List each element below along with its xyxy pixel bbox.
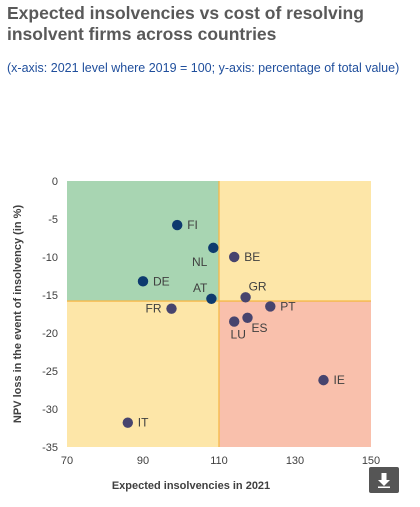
data-point-be [229, 251, 240, 263]
data-label-es: ES [252, 321, 268, 335]
y-tick-label: -35 [42, 442, 58, 454]
data-point-gr [240, 292, 251, 303]
y-axis-label: NPV loss in the event of insolvency (in … [12, 205, 24, 424]
y-tick-label: -20 [42, 328, 58, 340]
data-label-fr: FR [146, 302, 162, 316]
y-tick-label: -10 [42, 252, 58, 264]
data-point-es [242, 312, 253, 323]
data-point-lu [229, 316, 240, 327]
x-tick-label: 70 [61, 455, 73, 467]
data-label-lu: LU [231, 328, 246, 342]
data-label-pt: PT [280, 299, 296, 313]
chart-subtitle: (x-axis: 2021 level where 2019 = 100; y-… [7, 61, 400, 75]
data-label-it: IT [138, 416, 149, 430]
data-label-ie: IE [334, 373, 345, 387]
data-label-gr: GR [249, 279, 267, 293]
download-icon [378, 473, 390, 488]
y-tick-label: -15 [42, 290, 58, 302]
data-point-nl [208, 242, 219, 254]
download-button[interactable] [369, 467, 399, 493]
data-point-at [206, 293, 217, 304]
y-tick-label: -25 [42, 366, 58, 378]
data-label-at: AT [193, 281, 208, 295]
data-point-pt [265, 301, 276, 312]
data-point-fr [166, 303, 177, 314]
quadrant-4 [219, 301, 371, 447]
y-tick-label: -5 [48, 214, 58, 226]
x-tick-label: 150 [362, 455, 380, 467]
quadrant-2 [219, 181, 371, 302]
x-tick-label: 90 [137, 455, 149, 467]
x-tick-label: 130 [286, 455, 304, 467]
data-point-de [137, 276, 149, 287]
data-point-fi [172, 219, 183, 231]
data-label-be: BE [244, 250, 260, 264]
data-label-de: DE [153, 274, 170, 288]
y-tick-label: -30 [42, 404, 58, 416]
data-label-fi: FI [187, 218, 198, 232]
data-point-ie [318, 374, 329, 386]
data-label-nl: NL [192, 255, 208, 269]
data-point-it [122, 417, 133, 428]
y-tick-label: 0 [52, 176, 58, 188]
x-tick-label: 110 [210, 455, 228, 467]
quadrant-3 [67, 301, 219, 447]
chart-title: Expected insolvencies vs cost of resolvi… [7, 3, 364, 44]
x-axis-label: Expected insolvencies in 2021 [112, 480, 270, 492]
